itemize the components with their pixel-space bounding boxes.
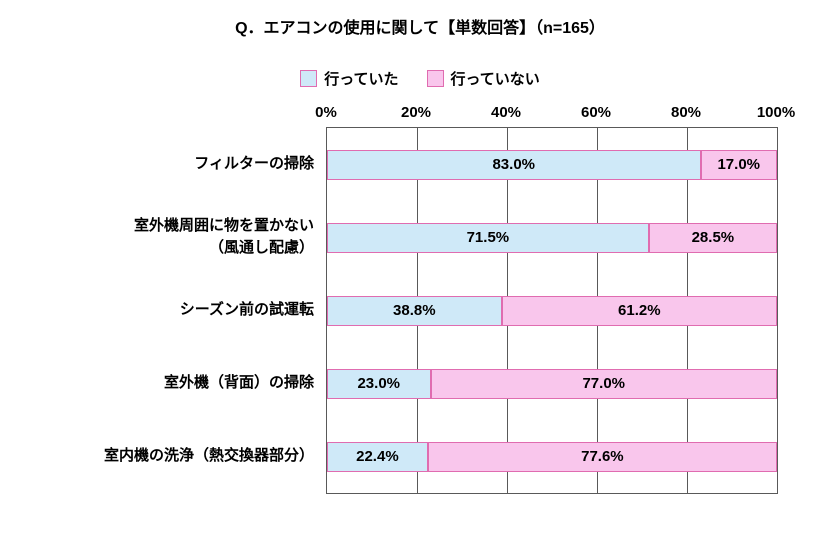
bar-value-label: 83.0% <box>492 156 536 173</box>
stacked-bar: 38.8% 61.2% <box>327 295 777 326</box>
bar-segment-no: 17.0% <box>700 149 777 180</box>
x-tick-label: 40% <box>490 104 522 121</box>
category-label: 室外機（背面）の掃除 <box>163 373 314 391</box>
bar-value-label: 28.5% <box>691 229 735 246</box>
legend-item-yes: 行っていた <box>300 68 399 89</box>
bar-segment-no: 77.0% <box>430 368 777 399</box>
bar-segment-yes: 23.0% <box>327 368 431 399</box>
bar-chart: フィルターの掃除室外機周囲に物を置かない （風通し配慮） シーズン前の試運転室外機（… <box>40 99 840 494</box>
legend-label-yes: 行っていた <box>324 71 399 88</box>
legend-swatch-no <box>426 70 444 87</box>
labels-spacer <box>40 99 314 127</box>
bar-segment-no: 28.5% <box>648 222 777 253</box>
x-tick-label: 100% <box>756 104 796 121</box>
category-label: 室外機周囲に物を置かない （風通し配慮） <box>133 216 314 256</box>
bar-value-label: 71.5% <box>466 229 510 246</box>
category-label: 室内機の洗浄（熱交換器部分） <box>103 446 314 464</box>
bar-segment-no: 77.6% <box>427 441 777 472</box>
bar-row: 71.5% 28.5% <box>327 201 777 274</box>
bar-segment-yes: 83.0% <box>327 149 701 180</box>
legend-item-no: 行っていない <box>426 68 540 89</box>
bar-segment-yes: 38.8% <box>327 295 502 326</box>
bar-segment-yes: 22.4% <box>327 441 428 472</box>
plot-column: 0% 20% 40% 60% 80% 100% 83.0% 17.0% 71.5% 28.5% 3… <box>315 99 795 494</box>
bar-value-label: 23.0% <box>357 375 401 392</box>
category-label: シーズン前の試運転 <box>179 300 314 318</box>
category-labels: フィルターの掃除室外機周囲に物を置かない （風通し配慮） シーズン前の試運転室外機（… <box>40 99 326 494</box>
plot-area: 83.0% 17.0% 71.5% 28.5% 38.8% 61.2% 23.0% 77.0%… <box>326 127 778 494</box>
x-tick-label: 0% <box>315 104 337 121</box>
stacked-bar: 83.0% 17.0% <box>327 149 777 180</box>
legend: 行っていた 行っていない <box>0 68 840 89</box>
bar-segment-no: 61.2% <box>501 295 777 326</box>
bar-value-label: 17.0% <box>717 156 761 173</box>
stacked-bar: 23.0% 77.0% <box>327 368 777 399</box>
bar-segment-yes: 71.5% <box>327 222 649 253</box>
bar-row: 38.8% 61.2% <box>327 274 777 347</box>
bar-row: 23.0% 77.0% <box>327 347 777 420</box>
bar-row: 22.4% 77.6% <box>327 420 777 493</box>
stacked-bar: 71.5% 28.5% <box>327 222 777 253</box>
bar-value-label: 38.8% <box>393 302 436 319</box>
chart-title: Q．エアコンの使用に関して【単数回答】（n=165） <box>235 20 605 37</box>
bar-value-label: 77.6% <box>581 448 624 465</box>
bar-value-label: 22.4% <box>356 448 399 465</box>
bar-row: 83.0% 17.0% <box>327 128 777 201</box>
x-axis-ticks: 0% 20% 40% 60% 80% 100% <box>315 99 795 127</box>
bar-value-label: 77.0% <box>582 375 626 392</box>
bar-value-label: 61.2% <box>618 302 661 319</box>
x-tick-label: 20% <box>400 104 432 121</box>
legend-swatch-yes <box>300 70 318 87</box>
x-tick-label: 80% <box>670 104 702 121</box>
category-label: フィルターの掃除 <box>194 154 314 172</box>
x-tick-label: 60% <box>580 104 612 121</box>
legend-label-no: 行っていない <box>450 71 540 88</box>
stacked-bar: 22.4% 77.6% <box>327 441 777 472</box>
